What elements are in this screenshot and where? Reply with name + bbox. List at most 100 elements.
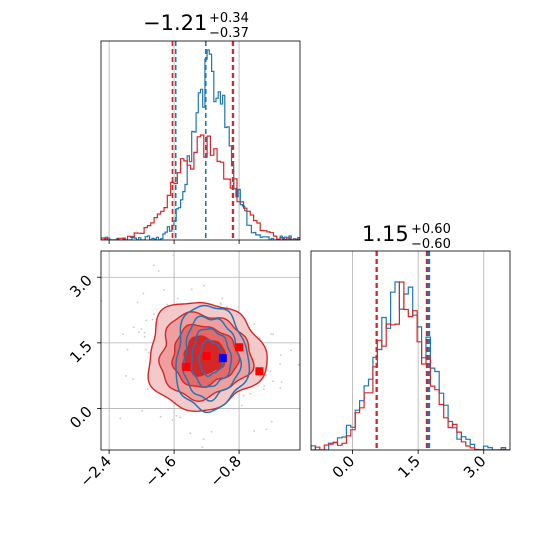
scatter-point [125,375,127,377]
contour-blue-level-3 [198,339,224,378]
scatter-point [157,270,160,272]
marker-blue-0 [218,354,227,363]
scatter-point [237,306,240,308]
scatter-point [249,392,252,395]
scatter-point [163,289,165,291]
hist-series-red [101,134,300,240]
scatter-point [264,374,267,377]
y-tick-label-1: 1.5 [66,337,96,367]
scatter-point [314,349,316,351]
scatter-point [202,438,205,440]
scatter-point [279,354,282,356]
scatter-point [195,248,197,250]
contour-blue-level-0 [175,304,251,414]
panel-bottom-left: −2.4 −1.6 −0.8 0.0 1.5 3.0 [66,248,334,491]
title-bottom-right-plus: +0.60 [411,222,451,237]
scatter-point [203,284,206,287]
marker-red-1 [235,343,244,352]
scatter-point [177,297,179,300]
title-top-left: −1.21 +0.34 −0.37 [143,11,249,41]
x-tick-label-0: −2.4 [76,452,114,490]
hist-series-blue [311,281,510,450]
scatter-point [272,333,275,336]
panel-bottom-right-frame [310,250,511,451]
scatter-point [132,326,135,329]
marker-red-2 [255,367,264,376]
scatter-point [179,416,181,419]
scatter-point [258,337,261,340]
title-bottom-right-minus: −0.60 [411,237,451,252]
scatter-point [279,363,281,365]
hist-series-red [311,281,510,450]
x-tick-label-2: −0.8 [206,452,244,490]
hist-series-blue [101,49,300,240]
title-top-left-minus: −0.37 [209,26,249,41]
scatter-point [270,420,273,423]
y-tick-label-0: 0.0 [66,403,96,433]
title-bottom-right-value: 1.15 [362,222,409,246]
x-tick-label-1: −1.6 [141,452,179,490]
x-tick-label-1: 1.5 [394,452,424,482]
scatter-point [132,378,135,380]
title-top-left-value: −1.21 [143,11,207,35]
scatter-point [280,381,283,383]
scatter-point [172,254,175,257]
title-bottom-right: 1.15 +0.60 −0.60 [362,222,451,252]
panel-top-left-frame [100,40,301,241]
scatter-point [241,404,243,407]
scatter-point [272,380,274,383]
scatter-point [265,428,268,431]
scatter-point [126,348,129,351]
x-tick-label-0: 0.0 [329,452,359,482]
scatter-point [298,363,300,366]
scatter-point [140,328,143,330]
scatter-point [332,363,334,365]
scatter-point [190,288,193,291]
scatter-point [141,409,144,412]
scatter-point [210,430,213,433]
panel-bottom-left-frame [100,250,301,451]
scatter-point [189,432,192,435]
scatter-point [253,323,256,325]
scatter-point [166,303,169,306]
scatter-point [153,264,155,267]
scatter-point [147,351,150,354]
contour-blue-level-1 [181,315,243,402]
scatter-point [242,394,245,397]
scatter-point [270,333,273,335]
scatter-point [146,388,149,391]
scatter-point [279,387,282,389]
scatter-point [159,415,162,418]
scatter-point [151,318,154,321]
scatter-point [143,331,146,334]
scatter-point [138,331,140,333]
scatter-point [290,349,292,352]
scatter-point [145,319,148,322]
scatter-point [232,408,235,410]
scatter-point [201,446,204,448]
marker-red-0 [202,351,211,360]
scatter-point [269,370,272,373]
scatter-point [122,333,124,335]
scatter-point [226,305,228,308]
panel-bottom-right: 0.0 1.5 3.0 1.15 +0.60 −0.60 [310,222,511,482]
scatter-point [119,417,122,420]
marker-red-3 [182,362,191,371]
scatter-point [153,313,156,315]
panel-top-left: −1.21 +0.34 −0.37 [100,11,301,244]
title-top-left-plus: +0.34 [209,11,249,26]
scatter-point [220,303,223,306]
scatter-point [142,292,145,295]
x-tick-label-2: 3.0 [460,452,490,482]
contour-blue-level-2 [190,327,233,389]
scatter-point [136,301,139,304]
scatter-point [175,414,178,417]
scatter-point [143,335,146,338]
scatter-point [171,419,174,421]
scatter-point [144,348,147,351]
scatter-point [253,430,256,432]
scatter-point [221,297,224,300]
y-tick-label-2: 3.0 [66,271,96,301]
